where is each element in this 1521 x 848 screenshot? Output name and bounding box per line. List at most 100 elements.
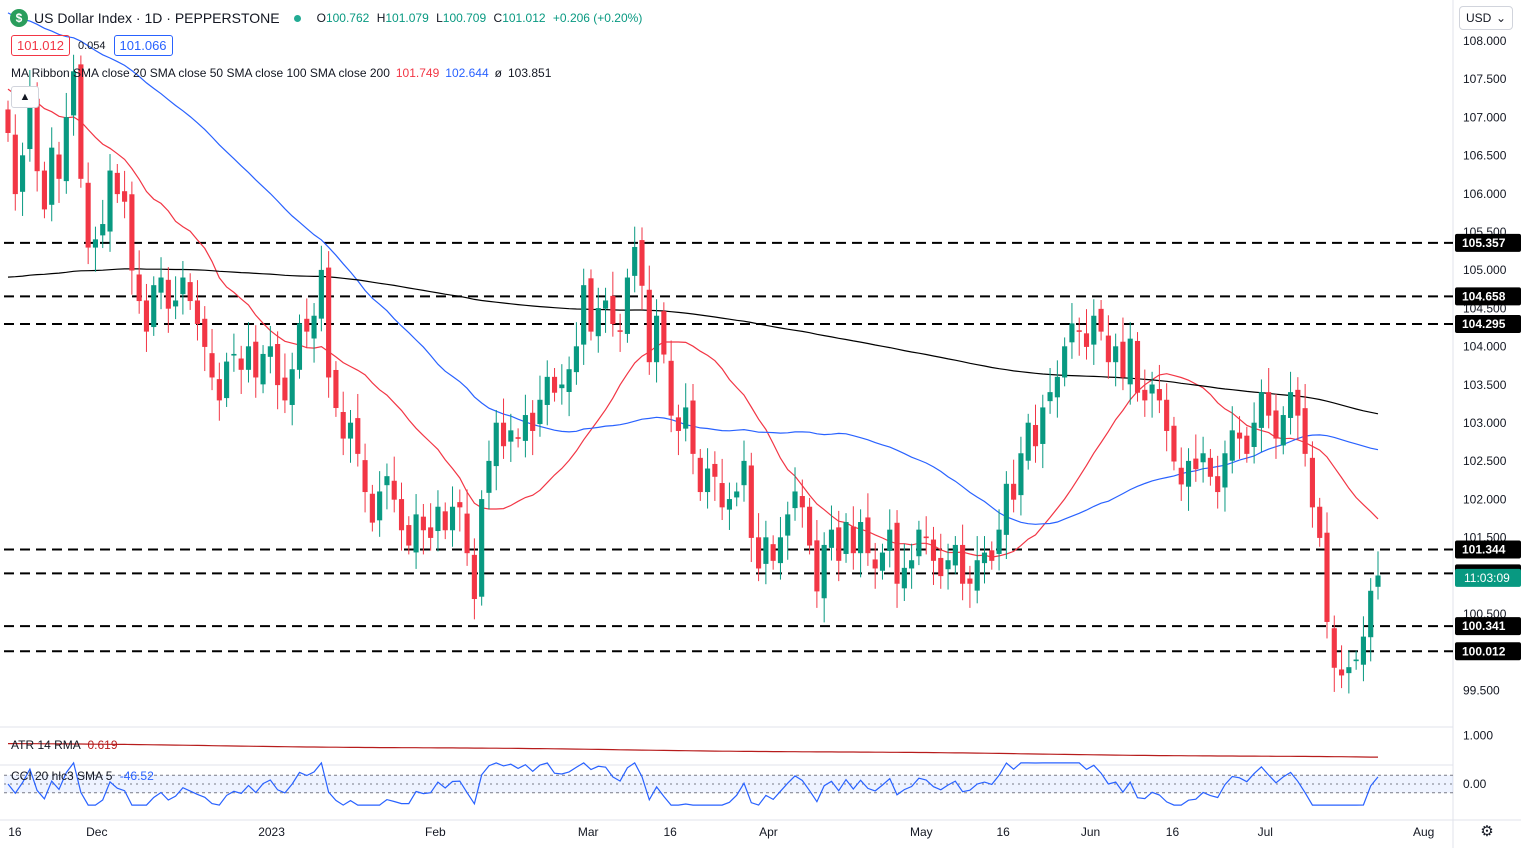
price-level-tag-label: 100.341 [1462, 619, 1506, 633]
time-tick-label: 16 [8, 825, 22, 839]
candle-body [719, 483, 725, 508]
candle-body [49, 147, 55, 205]
candle-body [1280, 415, 1286, 446]
chevron-up-icon: ▲ [19, 91, 31, 103]
candle-body [362, 460, 368, 493]
candle-body [238, 358, 244, 370]
candle-body [1062, 346, 1068, 378]
ma-legend-value: 102.644 [445, 66, 489, 80]
candle-body [1309, 457, 1315, 508]
time-tick-label: Apr [759, 825, 778, 839]
candle-body [318, 269, 324, 319]
ma-ribbon-legend[interactable]: MA Ribbon SMA close 20 SMA close 50 SMA … [11, 66, 552, 80]
candle-body [194, 300, 201, 324]
ohlc-values: O100.762 H101.079 L100.709 C101.012 +0.2… [316, 11, 643, 25]
candle-body [500, 422, 507, 447]
candle-body [282, 377, 288, 401]
last-price-tag-bg [1455, 568, 1521, 587]
candle-body [581, 285, 587, 345]
price-axis: 108.000107.500107.000106.500106.000105.5… [1455, 34, 1521, 791]
candle-body [78, 64, 84, 179]
price-tick-label: 103.000 [1463, 416, 1507, 430]
symbol-title[interactable]: US Dollar Index · 1D · PEPPERSTONE [34, 10, 280, 26]
candle-body [296, 323, 303, 370]
candle-body [668, 360, 674, 416]
candle-body [151, 285, 157, 328]
cci-band-fill [4, 775, 1453, 793]
candle-body [267, 346, 273, 357]
candle-body [763, 537, 769, 564]
cci-legend[interactable]: CCI 20 hlc3 SMA 5 -46.52 [11, 769, 154, 783]
atr-legend[interactable]: ATR 14 RMA 0.619 [11, 738, 118, 752]
ma-legend-value: 103.851 [508, 66, 552, 80]
gear-icon[interactable]: ⚙ [1480, 823, 1494, 840]
price-tick-label: 104.000 [1463, 340, 1507, 354]
price-level-tag-bg [1455, 233, 1521, 252]
candle-body [304, 318, 310, 332]
candle-body [712, 463, 718, 477]
candle-body [726, 499, 732, 510]
collapse-legend-button[interactable]: ▲ [11, 86, 39, 108]
time-tick-label: 16 [1166, 825, 1180, 839]
time-tick-label: 2023 [258, 825, 285, 839]
cci-tick-label: 0.00 [1463, 777, 1487, 791]
candle-body [209, 353, 215, 378]
candle-body [34, 98, 40, 172]
candle-body [56, 154, 62, 179]
candle-body [559, 384, 565, 389]
candle-body [1018, 453, 1024, 496]
candle-body [173, 300, 179, 307]
candle-body [377, 491, 383, 521]
candle-body [1229, 430, 1235, 461]
candle-body [413, 514, 419, 553]
price-level-tag-label: 101.344 [1462, 543, 1506, 557]
price-level-tag-bg [1455, 617, 1521, 636]
candle-body [916, 529, 922, 557]
price-level-tag-label: 104.658 [1462, 289, 1506, 303]
candle-body [610, 295, 616, 324]
candle-body [683, 407, 689, 429]
bid-price[interactable]: 101.012 [11, 35, 70, 56]
candle-body [522, 415, 528, 441]
candle-body [821, 544, 827, 599]
candle-body [471, 554, 477, 600]
price-level-tag: 100.012 [1455, 642, 1521, 661]
candle-body [92, 239, 99, 248]
candle-body [1113, 346, 1119, 363]
candle-body [930, 539, 937, 561]
candle-body [1142, 389, 1148, 401]
candle-body [1324, 532, 1330, 622]
price-tick-label: 102.000 [1463, 492, 1507, 506]
candle-body [515, 437, 521, 439]
candle-body [632, 246, 638, 276]
candle-body [1040, 407, 1046, 444]
candle-body [143, 300, 150, 332]
candle-body [967, 578, 973, 584]
candle-body [850, 526, 856, 554]
candle-body [493, 422, 499, 467]
candle-body [1368, 590, 1374, 638]
ask-price[interactable]: 101.066 [113, 35, 173, 56]
candle-body [1054, 376, 1060, 398]
time-tick-label: May [910, 825, 933, 839]
price-tick-label: 106.000 [1463, 187, 1507, 201]
price-level-tag: 104.295 [1455, 315, 1521, 334]
currency-select[interactable]: USD ⌄ [1459, 6, 1513, 30]
candle-body [952, 544, 958, 566]
price-level-tag: 100.341 [1455, 617, 1521, 636]
price-tick-label: 108.000 [1463, 34, 1507, 48]
candle-body [384, 476, 390, 486]
moving-averages [7, 12, 1379, 558]
candle-body [486, 460, 492, 493]
candle-body [1200, 453, 1206, 463]
candle-body [289, 369, 295, 405]
candle-body [595, 308, 601, 337]
candle-body [1011, 483, 1017, 500]
candle-body [1185, 460, 1192, 487]
candle-body [639, 240, 645, 286]
cci-pane [4, 761, 1453, 806]
candle-body [1266, 392, 1272, 416]
horizontal-levels [4, 241, 1453, 653]
candle-body [369, 493, 375, 523]
